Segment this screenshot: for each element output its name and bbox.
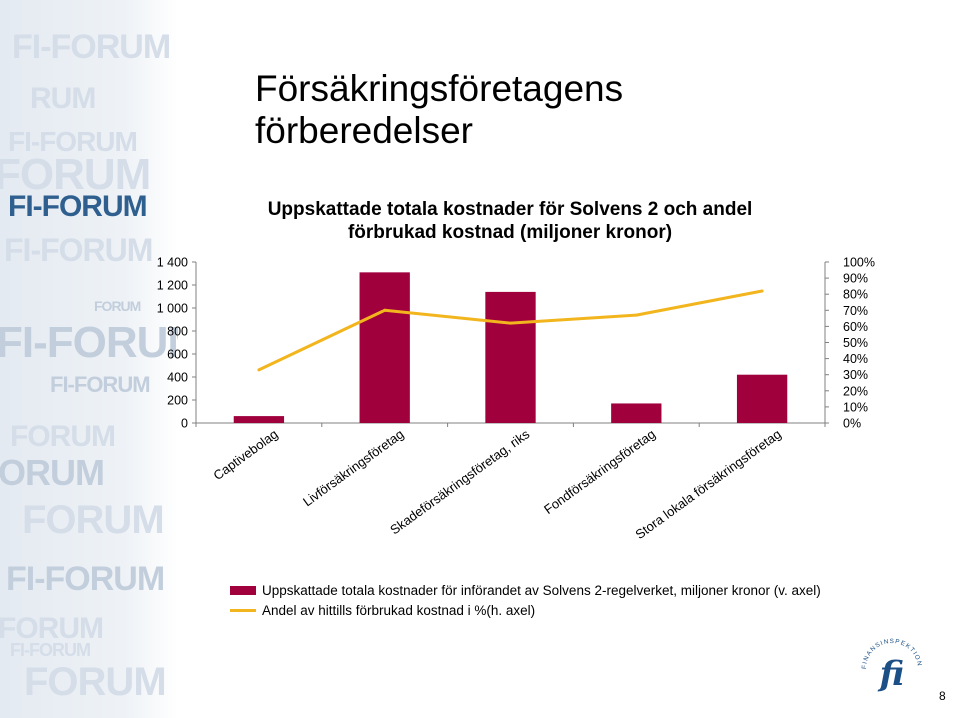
- right-axis-tick-label: 30%: [843, 368, 868, 382]
- watermark-word: FI-FORUM: [10, 640, 91, 660]
- watermark-word: FORUM: [0, 150, 151, 199]
- right-axis-tick-label: 100%: [843, 256, 875, 270]
- right-axis-tick-label: 10%: [843, 400, 868, 414]
- right-axis-tick-label: 50%: [843, 336, 868, 350]
- watermark-word: FI-FORUM: [8, 126, 138, 157]
- logo-mark: fi: [877, 654, 905, 694]
- watermark-word: FORUM: [0, 612, 104, 645]
- right-axis-tick-label: 70%: [843, 304, 868, 318]
- line-point: [760, 289, 764, 293]
- watermark-word: FORUM: [10, 420, 116, 453]
- legend-label-bars: Uppskattade totala kostnader för införan…: [262, 582, 821, 598]
- watermark-word: FORUM: [94, 298, 141, 314]
- watermark-word: FI-FORUM: [0, 318, 178, 367]
- page-title-line-2: förberedelser: [255, 110, 474, 151]
- chart-title-line-1: Uppskattade totala kostnader för Solvens…: [267, 199, 753, 220]
- page-title-line-1: Försäkringsföretagens: [255, 68, 624, 109]
- watermark-word: FI-FORUM: [50, 372, 151, 397]
- left-axis-tick-label: 800: [167, 325, 188, 339]
- x-axis-category-label: Stora lokala försäkringsföretag: [632, 426, 783, 542]
- watermark-word: FI-FORUM: [12, 28, 171, 66]
- page-title: Försäkringsföretagens förberedelser: [255, 68, 815, 152]
- watermark-word: ORUM: [0, 452, 105, 493]
- legend-swatch-bars: [230, 585, 256, 595]
- legend-entry-line: Andel av hittills förbrukad kostnad i %(…: [230, 600, 821, 620]
- watermark-word: FI-FORUM: [8, 190, 148, 223]
- left-axis-tick-label: 0: [181, 417, 188, 431]
- finansinspektionen-logo: FINANSINSPEKTIONEN fi: [858, 633, 922, 694]
- x-axis-category-label: Skadeförsäkringsföretag, riks: [387, 426, 532, 537]
- bar: [233, 416, 285, 423]
- bar: [485, 291, 536, 423]
- right-axis-tick-label: 40%: [843, 352, 868, 366]
- left-axis-tick-label: 600: [167, 348, 188, 362]
- right-axis-tick-label: 80%: [843, 288, 868, 302]
- watermark-word: FORUM: [22, 498, 165, 542]
- left-axis-tick-label: 200: [167, 394, 188, 408]
- right-axis-tick-label: 20%: [843, 384, 868, 398]
- legend-entry-bars: Uppskattade totala kostnader för införan…: [230, 580, 821, 600]
- watermark-word: FI-FORUM: [6, 560, 165, 598]
- chart-title: Uppskattade totala kostnader för Solvens…: [220, 198, 800, 244]
- chart-title-line-2: förbrukad kostnad (miljoner kronor): [347, 222, 673, 243]
- page-number: 8: [939, 689, 946, 703]
- line-point: [257, 368, 261, 372]
- legend-label-line: Andel av hittills förbrukad kostnad i %(…: [262, 602, 536, 618]
- chart-legend: Uppskattade totala kostnader för införan…: [230, 580, 821, 620]
- bar: [736, 374, 788, 423]
- watermark-word: FI-FORUM: [4, 232, 153, 268]
- legend-swatch-line: [230, 608, 256, 612]
- left-axis-tick-label: 1 200: [157, 279, 188, 293]
- x-axis-category-label: Fondförsäkringsföretag: [541, 426, 658, 517]
- left-axis-tick-label: 1 000: [157, 302, 188, 316]
- right-axis-tick-label: 60%: [843, 320, 868, 334]
- line-point: [634, 313, 638, 317]
- background-watermark: FI-FORUM RUM FI-FORUM FORUM FI-FORUM FI-FORUM…: [0, 0, 178, 718]
- right-axis-tick-label: 90%: [843, 272, 868, 286]
- left-axis-tick-label: 400: [167, 371, 188, 385]
- watermark-word: RUM: [30, 82, 96, 115]
- watermark-word: FORUM: [24, 660, 167, 704]
- x-axis-category-label: Livförsäkringsföretag: [300, 426, 406, 509]
- bar: [611, 403, 662, 423]
- left-axis-tick-label: 1 400: [157, 256, 188, 270]
- line-point: [509, 321, 512, 325]
- x-axis-category-label: Captivebolag: [210, 426, 280, 483]
- line-point: [383, 308, 387, 312]
- right-axis-tick-label: 0%: [843, 417, 861, 431]
- bar: [359, 272, 410, 423]
